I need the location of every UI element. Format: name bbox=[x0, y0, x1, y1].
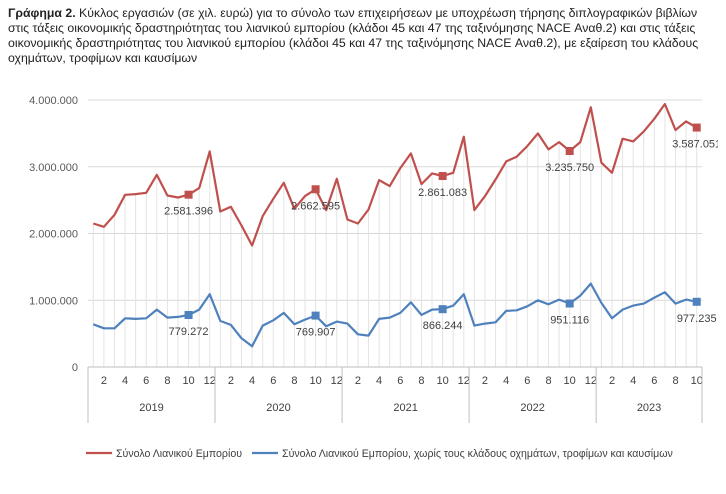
data-marker bbox=[311, 311, 320, 320]
x-tick-label: 12 bbox=[204, 375, 216, 387]
chart-area: 0 1.000.000 2.000.000 3.000.000 4.000.000 2 4 6… bbox=[6, 74, 721, 470]
data-marker bbox=[184, 310, 193, 319]
data-marker bbox=[565, 147, 574, 156]
data-marker bbox=[692, 297, 701, 306]
data-marker bbox=[438, 172, 447, 181]
x-tick-label: 12 bbox=[585, 375, 597, 387]
legend-label-2: Σύνολο Λιανικού Εμπορίου, χωρίς τους κλά… bbox=[282, 448, 673, 460]
y-tick-label: 3.000.000 bbox=[29, 162, 78, 174]
x-tick-label: 6 bbox=[270, 375, 276, 387]
series-line-1 bbox=[92, 102, 698, 247]
x-tick-label: 2 bbox=[609, 375, 615, 387]
data-marker bbox=[692, 123, 701, 132]
data-marker bbox=[438, 305, 447, 314]
chart-caption: Γράφημα 2. Κύκλος εργασιών (σε χιλ. ευρώ… bbox=[8, 6, 720, 66]
caption-text: Κύκλος εργασιών (σε χιλ. ευρώ) για το σύ… bbox=[8, 6, 699, 65]
x-tick-label: 8 bbox=[672, 375, 678, 387]
data-label: 977.235 bbox=[677, 313, 717, 325]
year-label: 2023 bbox=[637, 402, 661, 414]
data-label: 2.861.083 bbox=[418, 187, 467, 199]
x-tick-label: 2 bbox=[482, 375, 488, 387]
x-tick-label: 6 bbox=[651, 375, 657, 387]
y-tick-label: 0 bbox=[72, 362, 78, 374]
x-tick-label: 6 bbox=[143, 375, 149, 387]
x-tick-label: 4 bbox=[376, 375, 382, 387]
y-tick-label: 4.000.000 bbox=[29, 95, 78, 107]
x-tick-label: 8 bbox=[291, 375, 297, 387]
y-tick-label: 1.000.000 bbox=[29, 295, 78, 307]
year-label: 2021 bbox=[393, 402, 417, 414]
x-tick-label: 12 bbox=[458, 375, 470, 387]
data-label: 3.235.750 bbox=[545, 162, 594, 174]
data-label: 2.662.595 bbox=[291, 200, 340, 212]
x-tick-label: 4 bbox=[630, 375, 636, 387]
x-tick-label: 2 bbox=[228, 375, 234, 387]
x-tick-label: 10 bbox=[437, 375, 449, 387]
x-tick-label: 4 bbox=[122, 375, 128, 387]
caption-label: Γράφημα 2. bbox=[8, 6, 76, 20]
year-label: 2022 bbox=[520, 402, 544, 414]
year-label: 2019 bbox=[139, 402, 163, 414]
data-label: 951.116 bbox=[550, 315, 589, 327]
data-label: 779.272 bbox=[169, 326, 209, 338]
x-tick-label: 8 bbox=[545, 375, 551, 387]
data-label: 3.587.051 bbox=[672, 139, 718, 151]
x-tick-label: 6 bbox=[524, 375, 530, 387]
x-tick-label: 6 bbox=[397, 375, 403, 387]
x-tick-label: 12 bbox=[331, 375, 343, 387]
data-label: 2.581.396 bbox=[164, 206, 213, 218]
y-tick-label: 2.000.000 bbox=[29, 229, 78, 241]
x-tick-label: 10 bbox=[182, 375, 194, 387]
x-tick-label: 8 bbox=[164, 375, 170, 387]
x-tick-label: 4 bbox=[249, 375, 255, 387]
x-tick-label: 2 bbox=[355, 375, 361, 387]
x-tick-label: 2 bbox=[101, 375, 107, 387]
data-label: 866.244 bbox=[423, 320, 463, 332]
line-chart: 0 1.000.000 2.000.000 3.000.000 4.000.000 2 4 6… bbox=[29, 95, 721, 460]
year-label: 2020 bbox=[266, 402, 290, 414]
data-marker bbox=[311, 185, 320, 194]
x-tick-label: 4 bbox=[503, 375, 509, 387]
series-line-2 bbox=[92, 282, 697, 348]
x-tick-label: 10 bbox=[309, 375, 321, 387]
x-tick-label: 10 bbox=[564, 375, 576, 387]
x-tick-label: 10 bbox=[691, 375, 703, 387]
data-marker bbox=[565, 299, 574, 308]
legend-label-1: Σύνολο Λιανικού Εμπορίου bbox=[116, 448, 242, 460]
x-tick-label: 8 bbox=[418, 375, 424, 387]
data-label: 769.907 bbox=[296, 327, 336, 339]
data-marker bbox=[184, 190, 193, 199]
